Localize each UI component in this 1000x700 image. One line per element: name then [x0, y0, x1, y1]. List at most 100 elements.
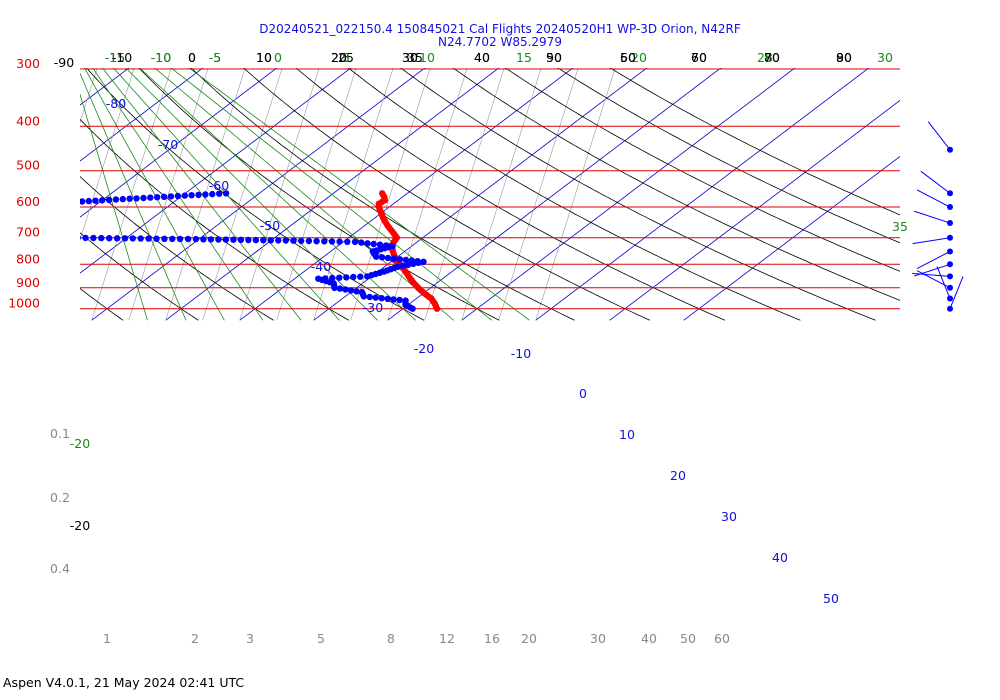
dry-adiabat-line [557, 68, 900, 244]
dewpoint-point [370, 240, 377, 248]
dewpoint-point [384, 254, 392, 262]
dewpoint-point [358, 288, 366, 296]
isotherm-label: -40 [311, 259, 331, 274]
mixing-ratio-line [165, 68, 246, 321]
mixing-ratio-side-label: 0.1 [50, 426, 70, 441]
dewpoint-point [129, 235, 136, 242]
mixing-ratio-line [80, 68, 135, 241]
pressure-tick-label: 900 [16, 275, 40, 290]
top-temperature-label: 25 [338, 50, 354, 65]
dry-adiabat-label: 30 [402, 50, 418, 65]
mixing-ratio-line [313, 68, 394, 321]
dewpoint-point [420, 258, 427, 265]
dewpoint-point [192, 235, 200, 243]
mixing-ratio-line [350, 68, 431, 321]
dewpoint-point [153, 235, 160, 242]
mixing-ratio-line [424, 68, 505, 321]
dewpoint-point [72, 199, 78, 205]
dry-adiabat-line [190, 68, 575, 321]
dry-adiabat-line [400, 68, 876, 321]
moist-adiabat-line [139, 68, 416, 321]
mixing-ratio-line [239, 68, 320, 321]
dewpoint-point [394, 263, 401, 270]
dewpoint-point [119, 195, 127, 203]
dewpoint-point [140, 194, 147, 202]
grid-lines [80, 68, 900, 321]
isotherm-line [80, 68, 278, 218]
moist-adiabat-line [80, 72, 187, 321]
dewpoint-point [160, 193, 168, 200]
dewpoint-point [252, 236, 260, 244]
wind-barb-staff [914, 210, 951, 224]
dewpoint-point [53, 234, 59, 240]
dewpoint-point [167, 193, 175, 200]
mixing-ratio-label: 5 [317, 631, 325, 646]
isotherm-label: -30 [363, 300, 383, 315]
mixing-ratio-side-label: 0.2 [50, 490, 70, 505]
dewpoint-point [275, 237, 282, 244]
wind-barb-staff [920, 170, 951, 194]
isotherm-line [91, 68, 426, 321]
mixing-ratio-line [461, 68, 542, 321]
wind-barb-staff [912, 272, 951, 277]
dewpoint-point [181, 192, 188, 199]
mixing-ratio-line [535, 68, 616, 321]
chart-subtitle: N24.7702 W85.2979 [438, 35, 562, 49]
mixing-ratio-line [80, 68, 98, 124]
moist-adiabat-label: 15 [516, 50, 532, 65]
mixing-ratio-label: 12 [439, 631, 455, 646]
mixing-ratio-line [387, 68, 468, 321]
dewpoint-point [290, 237, 297, 244]
dewpoint-point [137, 235, 144, 242]
dewpoint-point [126, 195, 133, 202]
dewpoint-point [60, 234, 66, 240]
mixing-ratio-label: 3 [246, 631, 254, 646]
dewpoint-point [364, 240, 371, 247]
dewpoint-point [357, 273, 364, 280]
moist-adiabat-line [102, 68, 302, 321]
dewpoint-point [404, 261, 412, 268]
pressure-tick-label: 800 [16, 251, 40, 266]
top-temperature-label: -90 [54, 55, 74, 70]
isotherm-line [683, 155, 900, 321]
dry-adiabat-line [80, 232, 199, 321]
chart-title: D20240521_022150.4 150845021 Cal Flights… [259, 22, 741, 36]
dry-adiabat-label: 20 [331, 50, 347, 65]
top-temperature-label: -5 [209, 50, 221, 65]
mixing-ratio-label: 40 [641, 631, 657, 646]
isotherm-label: -20 [414, 341, 434, 356]
moist-adiabat-label: 0 [274, 50, 282, 65]
moist-adiabat-line [170, 68, 492, 321]
dewpoint-point [66, 199, 72, 205]
dewpoint-point [46, 200, 52, 206]
dry-adiabat-line [609, 68, 900, 216]
dry-adiabat-line [80, 176, 274, 321]
moist-adiabat-label: 10 [419, 50, 435, 65]
dewpoint-point [59, 200, 65, 206]
dewpoint-point [321, 238, 328, 245]
dewpoint-point [222, 190, 230, 197]
dewpoint-point [184, 235, 192, 243]
isotherm-label: -50 [260, 218, 280, 233]
dewpoint-point [39, 233, 45, 239]
dewpoint-point [305, 237, 313, 245]
dewpoint-point [343, 274, 350, 281]
dry-adiabat-line [243, 68, 651, 321]
dewpoint-point [366, 293, 373, 301]
dewpoint-point [82, 234, 89, 242]
moist-adiabat-line [80, 93, 148, 321]
dewpoint-point [215, 236, 222, 243]
isotherm-label: 0 [579, 386, 587, 401]
isotherm-line [313, 68, 648, 321]
wind-barb-staff [936, 266, 951, 299]
dry-adiabat-label: 50 [620, 50, 636, 65]
isotherm-label: 40 [772, 550, 788, 565]
dewpoint-point [6, 203, 12, 209]
isotherm-label: 30 [721, 509, 737, 524]
dewpoint-point [342, 286, 349, 293]
isotherm-label: 10 [619, 427, 635, 442]
moist-adiabat-line [84, 68, 225, 321]
dewpoint-point [353, 288, 360, 295]
dry-adiabat-line [295, 68, 726, 321]
